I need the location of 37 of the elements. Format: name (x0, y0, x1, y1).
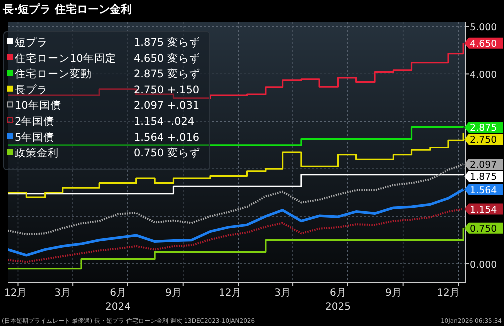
legend-label: 長プラ (15, 83, 48, 96)
x-tick-label: 3月 (54, 288, 72, 299)
y-tick-label: 4.000 (470, 70, 498, 82)
chart-title: 長·短プラ 住宅ローン金利 (2, 3, 132, 16)
annotation: 1.875 変らず (134, 36, 200, 49)
x-tick-label: 6月 2025 (326, 288, 351, 313)
y-tick-label: 0.000 (470, 260, 498, 272)
x-tick-label: 6月 2024 (106, 288, 132, 313)
data-label: 2.875 (470, 123, 498, 134)
data-label: 2.097 (470, 160, 498, 172)
legend-label: 政策金利 (15, 146, 59, 160)
legend-label: 2年国債 (15, 116, 55, 128)
legend-label: 住宅ローン変動 (15, 68, 92, 81)
x-tick-label: 9月 (385, 288, 402, 299)
annotation: 2.875 変らず (134, 68, 200, 81)
annotation: 1.564 +.016 (134, 132, 200, 144)
legend-label: 10年国債 (15, 100, 62, 112)
x-tick-label: 9月 (166, 288, 182, 299)
data-label: 1.875 (470, 172, 498, 184)
data-label: 4.650 (470, 38, 498, 50)
legend-label: 住宅ローン10年固定 (15, 52, 116, 65)
x-tick-label: 3月 (274, 288, 291, 299)
x-tick-label: 12月 (437, 288, 460, 299)
annotation: 4.650 変らず (134, 52, 200, 65)
annotation: 2.750 +.150 (134, 84, 200, 96)
data-label: 1.154 (470, 204, 498, 216)
legend-label: 5年国債 (15, 132, 55, 144)
x-tick-label: 12月 (219, 288, 242, 299)
annotation: 2.097 +.031 (134, 100, 200, 112)
x-tick-label: 12月 (4, 288, 28, 299)
y-tick-label: 5.000 (470, 22, 498, 34)
data-label: 1.564 (470, 185, 498, 196)
annotation: 1.154 -.024 (134, 116, 195, 128)
legend-label: 短プラ (15, 36, 48, 49)
data-label: 2.750 (470, 135, 498, 146)
data-label: 0.750 (470, 224, 498, 235)
annotation: 0.750 変らず (134, 146, 200, 160)
